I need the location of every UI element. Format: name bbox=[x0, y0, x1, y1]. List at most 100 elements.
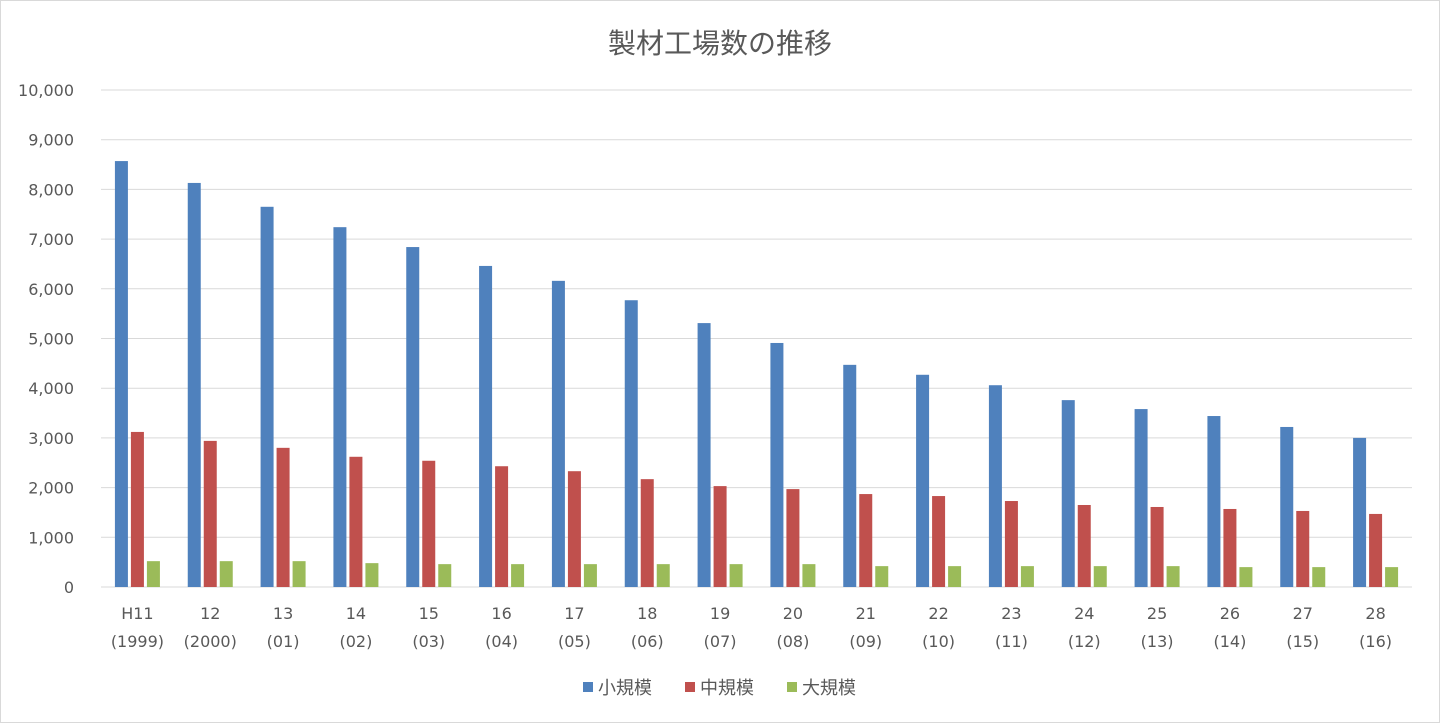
bar-3-13 bbox=[292, 561, 306, 587]
y-tick-label: 2,000 bbox=[28, 479, 74, 498]
bar-3-22 bbox=[948, 566, 962, 587]
bar-1-22 bbox=[916, 374, 930, 587]
x-tick-sublabel: (14) bbox=[1213, 632, 1246, 651]
y-tick-label: 0 bbox=[64, 578, 74, 597]
x-tick-label: 26 bbox=[1220, 604, 1240, 623]
bar-3-19 bbox=[729, 564, 743, 587]
x-tick-label: 28 bbox=[1365, 604, 1385, 623]
legend-label-3: 大規模 bbox=[802, 678, 856, 699]
x-axis-labels: H11 (1999) 12 (2000) 13 (01) 14 (02) 15 (03) 16 (04… bbox=[111, 604, 1392, 651]
bar-3-27 bbox=[1312, 567, 1326, 587]
bar-1-26 bbox=[1207, 416, 1221, 587]
bar-1-18 bbox=[624, 300, 638, 587]
bars bbox=[114, 161, 1399, 588]
x-tick-label: 22 bbox=[928, 604, 948, 623]
legend-swatch-2 bbox=[685, 682, 695, 692]
x-tick-sublabel: (2000) bbox=[184, 632, 237, 651]
x-tick-label: 19 bbox=[710, 604, 730, 623]
y-tick-label: 8,000 bbox=[28, 180, 74, 199]
bar-3-12 bbox=[219, 561, 233, 587]
bar-3-H11 bbox=[146, 561, 160, 587]
bar-2-12 bbox=[203, 440, 217, 587]
legend-swatch-3 bbox=[787, 682, 797, 692]
bar-3-24 bbox=[1093, 566, 1107, 587]
bar-3-16 bbox=[511, 564, 525, 587]
x-tick-label: 20 bbox=[783, 604, 803, 623]
bar-3-23 bbox=[1020, 566, 1034, 587]
bar-2-24 bbox=[1077, 504, 1091, 587]
bar-1-17 bbox=[551, 280, 565, 587]
x-tick-sublabel: (04) bbox=[485, 632, 518, 651]
bar-1-28 bbox=[1353, 437, 1367, 587]
x-tick-label: H11 bbox=[121, 604, 153, 623]
x-tick-sublabel: (07) bbox=[704, 632, 737, 651]
x-tick-sublabel: (16) bbox=[1359, 632, 1392, 651]
bar-3-28 bbox=[1385, 567, 1399, 587]
x-tick-label: 24 bbox=[1074, 604, 1094, 623]
bar-3-21 bbox=[875, 566, 889, 587]
bar-2-15 bbox=[422, 460, 436, 587]
y-axis-labels: 0 1,000 2,000 3,000 4,000 5,000 6,000 7,000 8,00… bbox=[18, 81, 74, 597]
x-tick-label: 16 bbox=[491, 604, 511, 623]
x-tick-sublabel: (09) bbox=[849, 632, 882, 651]
x-tick-sublabel: (01) bbox=[267, 632, 300, 651]
bar-1-H11 bbox=[114, 161, 128, 588]
bar-3-26 bbox=[1239, 567, 1253, 587]
bar-1-23 bbox=[988, 385, 1002, 587]
bar-2-H11 bbox=[130, 431, 144, 587]
y-tick-label: 4,000 bbox=[28, 379, 74, 398]
bar-2-17 bbox=[567, 471, 581, 587]
x-tick-label: 27 bbox=[1293, 604, 1313, 623]
legend-label-1: 小規模 bbox=[598, 678, 652, 699]
x-tick-label: 12 bbox=[200, 604, 220, 623]
bar-2-18 bbox=[640, 479, 654, 587]
bar-2-21 bbox=[859, 494, 873, 587]
legend: 小規模 中規模 大規模 bbox=[583, 678, 856, 699]
bar-3-15 bbox=[438, 564, 452, 587]
bar-1-14 bbox=[333, 227, 347, 587]
bar-2-26 bbox=[1223, 508, 1237, 587]
bar-2-19 bbox=[713, 486, 727, 587]
bar-3-25 bbox=[1166, 566, 1180, 587]
bar-1-21 bbox=[843, 364, 857, 587]
legend-swatch-1 bbox=[583, 682, 593, 692]
x-tick-label: 13 bbox=[273, 604, 293, 623]
bar-3-17 bbox=[583, 564, 597, 587]
x-tick-sublabel: (13) bbox=[1141, 632, 1174, 651]
x-tick-sublabel: (11) bbox=[995, 632, 1028, 651]
bar-1-27 bbox=[1280, 426, 1294, 587]
bar-1-15 bbox=[406, 247, 420, 587]
x-tick-label: 14 bbox=[346, 604, 366, 623]
bar-2-13 bbox=[276, 447, 290, 587]
x-tick-sublabel: (02) bbox=[339, 632, 372, 651]
bar-2-14 bbox=[349, 456, 363, 587]
bar-2-20 bbox=[786, 489, 800, 587]
x-tick-label: 18 bbox=[637, 604, 657, 623]
y-tick-label: 7,000 bbox=[28, 230, 74, 249]
x-tick-sublabel: (03) bbox=[412, 632, 445, 651]
bar-3-20 bbox=[802, 564, 816, 587]
y-tick-label: 9,000 bbox=[28, 131, 74, 150]
bar-3-18 bbox=[656, 564, 670, 587]
gridlines bbox=[101, 89, 1412, 588]
bar-2-28 bbox=[1369, 513, 1383, 587]
x-tick-label: 23 bbox=[1001, 604, 1021, 623]
x-tick-sublabel: (10) bbox=[922, 632, 955, 651]
y-tick-label: 1,000 bbox=[28, 528, 74, 547]
bar-2-23 bbox=[1004, 501, 1018, 587]
bar-1-24 bbox=[1061, 400, 1075, 587]
bar-1-13 bbox=[260, 206, 274, 588]
bar-2-27 bbox=[1296, 510, 1310, 587]
bar-1-16 bbox=[479, 265, 493, 587]
bar-1-19 bbox=[697, 323, 711, 587]
x-tick-label: 21 bbox=[856, 604, 876, 623]
x-tick-sublabel: (15) bbox=[1286, 632, 1319, 651]
chart-title: 製材工場数の推移 bbox=[608, 27, 832, 60]
x-tick-sublabel: (08) bbox=[776, 632, 809, 651]
y-tick-label: 3,000 bbox=[28, 429, 74, 448]
y-tick-label: 5,000 bbox=[28, 330, 74, 349]
bar-1-25 bbox=[1134, 409, 1148, 587]
bar-1-12 bbox=[187, 182, 201, 587]
